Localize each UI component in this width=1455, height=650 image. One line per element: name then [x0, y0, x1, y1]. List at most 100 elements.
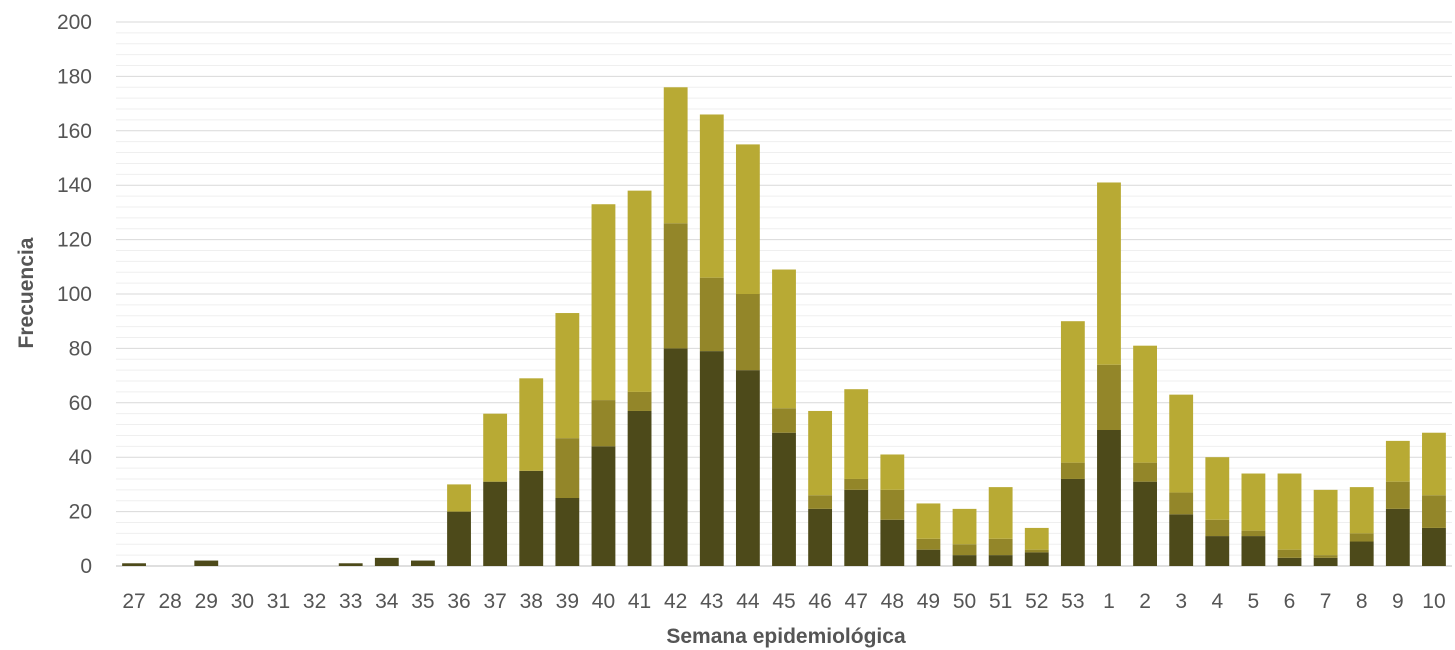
bar-segment-3 — [555, 313, 580, 439]
x-tick-label: 6 — [1284, 590, 1296, 613]
bar-segment-3 — [1385, 440, 1410, 482]
bar-segment-3 — [627, 190, 652, 392]
x-tick-label: 44 — [736, 590, 760, 613]
bar-segment-2 — [663, 223, 688, 349]
bar-segment-2 — [591, 400, 616, 447]
bar-segment-3 — [1133, 345, 1157, 463]
bar-segment-2 — [1097, 364, 1121, 430]
bar-segment-2 — [880, 489, 905, 520]
bar-segment-3 — [1349, 487, 1374, 534]
x-tick-label: 9 — [1392, 590, 1404, 613]
bar-segment-2 — [699, 277, 724, 352]
x-tick-label: 31 — [267, 590, 290, 613]
x-tick-label: 34 — [375, 590, 399, 613]
y-tick-label: 80 — [69, 337, 92, 360]
bar-segment-1 — [519, 470, 544, 566]
x-axis-title: Semana epidemiológica — [666, 625, 906, 648]
bar-segment-2 — [1024, 549, 1049, 553]
y-tick-label: 60 — [69, 392, 92, 415]
bar-segment-3 — [483, 413, 508, 482]
bar-segment-1 — [374, 557, 399, 566]
bar-segment-1 — [808, 508, 833, 566]
bar-segment-3 — [808, 410, 833, 496]
bar-segment-3 — [1060, 321, 1085, 463]
bar-segment-3 — [1024, 527, 1049, 550]
x-tick-label: 5 — [1248, 590, 1260, 613]
bar-segment-2 — [1277, 549, 1302, 558]
bar-segment-1 — [1024, 552, 1049, 566]
bar-segment-2 — [1169, 492, 1194, 515]
x-tick-label: 4 — [1211, 590, 1223, 613]
y-tick-label: 0 — [80, 555, 92, 578]
bar-segment-1 — [952, 555, 977, 566]
y-tick-label: 20 — [69, 501, 92, 524]
bar-segment-1 — [916, 549, 941, 566]
bar-segment-3 — [1169, 394, 1194, 493]
y-tick-label: 180 — [57, 65, 92, 88]
bar-segment-1 — [1277, 557, 1302, 566]
bar-segment-1 — [772, 432, 796, 566]
bar-segment-3 — [844, 389, 869, 479]
x-tick-label: 46 — [808, 590, 831, 613]
bar-segment-3 — [1422, 432, 1446, 496]
bar-segment-1 — [338, 563, 363, 566]
bar-segment-2 — [1385, 481, 1410, 509]
bar-segment-1 — [591, 446, 616, 566]
bar-segment-2 — [1060, 462, 1085, 479]
x-tick-label: 41 — [628, 590, 651, 613]
bar-segment-1 — [1097, 430, 1121, 566]
y-axis-title: Frecuencia — [15, 237, 38, 348]
bar-segment-2 — [1205, 519, 1230, 537]
bar-segment-1 — [483, 481, 508, 566]
bar-segment-1 — [1060, 478, 1085, 566]
bar-segment-3 — [988, 487, 1013, 539]
x-tick-label: 35 — [411, 590, 434, 613]
y-tick-label: 140 — [57, 174, 92, 197]
bar-segment-1 — [735, 370, 760, 566]
x-tick-label: 40 — [592, 590, 615, 613]
x-tick-label: 43 — [700, 590, 723, 613]
bar-segment-2 — [627, 391, 652, 411]
y-tick-label: 200 — [57, 11, 92, 34]
bar-segment-2 — [1313, 555, 1338, 558]
bar-segment-1 — [555, 498, 580, 566]
y-tick-labels: 0 20 40 60 80 100 120 140 160 180 200 — [57, 11, 92, 578]
y-tick-label: 120 — [57, 229, 92, 252]
bar-segment-3 — [880, 454, 905, 490]
bar-segment-2 — [1133, 462, 1157, 482]
x-tick-label: 28 — [158, 590, 181, 613]
x-tick-label: 33 — [339, 590, 362, 613]
bar-segment-3 — [735, 144, 760, 294]
bar-segment-2 — [916, 538, 941, 550]
x-tick-label: 47 — [845, 590, 868, 613]
bar-segment-1 — [1313, 557, 1338, 566]
bar-segment-3 — [519, 378, 544, 471]
bar-segment-1 — [627, 410, 652, 566]
y-tick-label: 160 — [57, 120, 92, 143]
x-tick-label: 29 — [195, 590, 218, 613]
bar-segment-1 — [122, 563, 146, 566]
x-tick-label: 32 — [303, 590, 326, 613]
x-tick-label: 2 — [1139, 590, 1151, 613]
bar-segment-3 — [952, 508, 977, 545]
bar-segment-1 — [1205, 536, 1230, 566]
bar-segment-3 — [772, 269, 796, 409]
bar-segment-1 — [1241, 536, 1266, 566]
x-tick-labels: 27 28 29 30 31 32 33 34 35 36 37 38 39 40 41 42 43 44 45 46… — [122, 590, 1445, 613]
bar-segment-1 — [1349, 541, 1374, 566]
bar-segment-3 — [916, 503, 941, 539]
bar-segment-3 — [1241, 473, 1266, 531]
x-tick-label: 49 — [917, 590, 940, 613]
x-tick-label: 37 — [483, 590, 506, 613]
bar-segment-2 — [1422, 495, 1446, 528]
bar-segment-2 — [1349, 533, 1374, 542]
bar-segment-3 — [591, 204, 616, 401]
bar-segment-3 — [1313, 489, 1338, 556]
bar-segment-1 — [1422, 527, 1446, 566]
bar-segment-1 — [699, 351, 724, 566]
bar-segment-3 — [1097, 182, 1121, 365]
x-tick-label: 8 — [1356, 590, 1368, 613]
x-tick-label: 10 — [1422, 590, 1445, 613]
bar-segment-1 — [411, 560, 435, 566]
